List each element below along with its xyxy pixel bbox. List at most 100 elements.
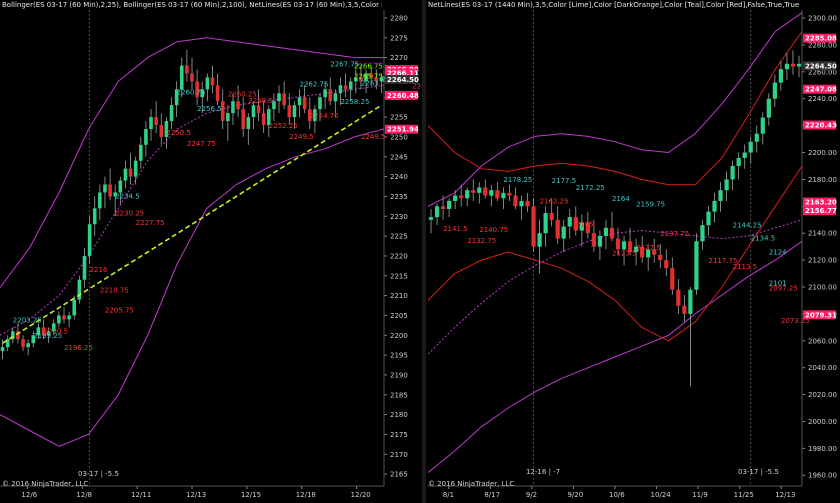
price-tag-label: 2156.77	[805, 207, 837, 215]
candle-body	[205, 77, 210, 90]
netline-label: 2265.75	[354, 72, 383, 80]
y-tick-label: 2120.00	[808, 257, 837, 265]
chart-panel-daily[interactable]: NetLines(ES 03-17 (1440 Min),3,5,Color […	[426, 0, 840, 503]
candle-body	[459, 195, 464, 199]
netline-label: 2249.5	[289, 133, 314, 141]
y-tick-label: 2260.00	[808, 68, 837, 76]
candle-body	[742, 152, 747, 158]
candle-body	[369, 73, 373, 78]
candle-body	[354, 77, 358, 82]
y-tick-label: 2170	[390, 451, 408, 459]
candle-body	[364, 73, 368, 82]
candle-body	[567, 217, 572, 227]
y-tick-label: 2205	[390, 312, 408, 320]
y-tick-label: 2215	[390, 272, 408, 280]
candle-body	[154, 117, 158, 126]
candle-body	[307, 109, 312, 122]
candle-body	[495, 190, 500, 199]
candle-body	[513, 195, 518, 207]
chart-panel-60min[interactable]: Bollinger(ES 03-17 (60 Min),2,25), Bolli…	[0, 0, 422, 503]
candle-body	[226, 113, 230, 122]
candle-body	[179, 65, 184, 90]
y-tick-label: 2250	[390, 133, 408, 141]
candle-body	[87, 224, 92, 256]
candle-body	[379, 77, 384, 82]
y-tick-label: 2165	[390, 471, 408, 479]
netline-label: 2101	[769, 280, 787, 288]
y-tick-label: 2060.00	[808, 337, 837, 345]
netline-label: 2254.75	[310, 112, 339, 120]
bollinger-mid-band	[0, 84, 385, 336]
candle-body	[318, 97, 322, 110]
bollinger-mid-band	[427, 219, 803, 355]
candle-body	[652, 249, 657, 255]
x-tick-label: 8/1	[443, 491, 454, 499]
x-tick-label: 12/18	[296, 491, 316, 499]
netline-label: 2097.25	[769, 285, 798, 293]
netline-label: 2260.25	[228, 90, 257, 98]
candle-body	[215, 85, 220, 102]
netline-label: 2123.5	[612, 249, 637, 257]
candle-body	[748, 141, 753, 153]
y-tick-label: 2200.00	[808, 149, 837, 157]
candle-body	[453, 195, 458, 201]
candle-body	[591, 233, 596, 247]
netline-label: 2162.25	[540, 197, 569, 205]
netline-label: 2203.25	[13, 316, 42, 324]
candle-body	[609, 227, 615, 239]
y-tick-label: 2180	[390, 411, 408, 419]
price-tag	[803, 84, 836, 94]
netline-label: 2247.75	[187, 140, 216, 148]
candle-body	[359, 77, 363, 82]
netline-label: 2159.75	[636, 201, 665, 209]
candle-body	[133, 160, 138, 177]
candle-body	[11, 331, 15, 340]
candle-body	[98, 192, 102, 209]
candle-body	[36, 327, 41, 336]
candle-body	[16, 331, 20, 340]
price-chart-60min[interactable]: 2165 2170 2175 2180 2185 2190 2195 2200 2205 2210…	[0, 0, 422, 503]
price-tag-label: 2220.43	[805, 122, 837, 130]
candle-body	[700, 225, 705, 242]
netline-label: 2199.25	[33, 332, 62, 340]
netline-label: 2210.75	[100, 287, 129, 295]
inner-lower-band	[427, 165, 803, 342]
candle-body	[682, 305, 687, 314]
candle-body	[261, 113, 266, 126]
netline-label: 2249.5	[361, 133, 386, 141]
candle-body	[627, 241, 633, 253]
netline-label: 2262.75	[300, 80, 329, 88]
candle-body	[760, 117, 765, 134]
candle-body	[543, 213, 548, 234]
candle-body	[555, 219, 560, 239]
panel-divider[interactable]	[422, 0, 426, 503]
candle-body	[537, 233, 542, 247]
candle-body	[374, 77, 379, 82]
candle-body	[646, 249, 651, 258]
candle-body	[670, 268, 675, 290]
candle-body	[706, 211, 711, 226]
candle-body	[236, 101, 240, 110]
bollinger-lower-band	[427, 240, 803, 473]
candle-body	[447, 200, 452, 210]
netline-label: 2216	[90, 266, 108, 274]
x-tick-label: 12/11	[131, 491, 151, 499]
x-tick-label: 8/17	[484, 491, 500, 499]
candle-body	[434, 206, 440, 218]
indicator-header: NetLines(ES 03-17 (1440 Min),3,5,Color […	[428, 1, 800, 9]
candle-body	[483, 187, 488, 196]
x-tick-label: 12/6	[21, 491, 37, 499]
candle-body	[754, 133, 759, 142]
y-tick-label: 2280	[390, 14, 408, 22]
y-tick-label: 2245	[390, 153, 408, 161]
candle-body	[621, 241, 627, 250]
netline-label: 2127.5	[636, 244, 661, 252]
y-tick-label: 2275	[390, 34, 408, 42]
netline-label: 2124	[769, 249, 787, 257]
netline-label: 2196.25	[64, 344, 93, 352]
netline-label: 2172.25	[576, 184, 605, 192]
candle-body	[62, 315, 66, 320]
candle-body	[251, 105, 256, 118]
candle-body	[67, 315, 71, 320]
price-chart-daily[interactable]: 1960.00 1980.00 2000.00 2020.00 2040.00 2060.…	[426, 0, 840, 503]
